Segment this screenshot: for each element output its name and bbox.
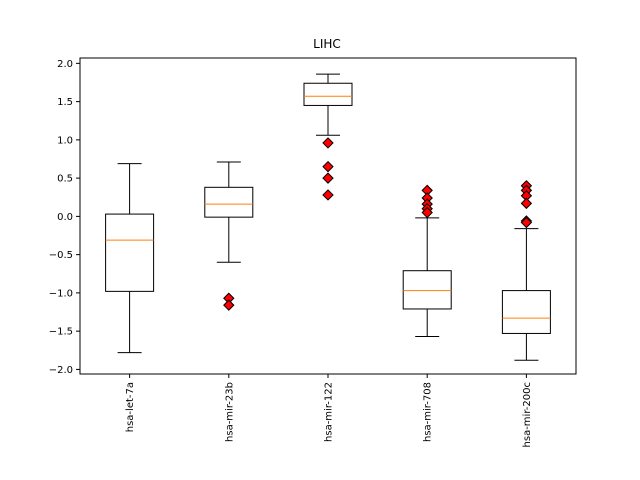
x-tick-label: hsa-mir-122	[324, 382, 335, 442]
outlier-point	[520, 197, 533, 210]
outlier-point	[322, 160, 334, 173]
x-tick-label: hsa-mir-200c	[522, 382, 533, 447]
y-tick-label: −2.0	[49, 365, 73, 376]
x-tick-label: hsa-mir-708	[423, 382, 434, 442]
y-tick-label: 1.5	[57, 97, 73, 108]
y-tick-label: 0.0	[57, 212, 73, 223]
y-tick-label: −0.5	[49, 250, 73, 261]
outlier-point	[421, 206, 433, 219]
outlier-point	[322, 137, 334, 149]
outlier-point	[322, 172, 334, 184]
box	[501, 290, 551, 334]
chart-title: LIHC	[313, 37, 341, 51]
box	[105, 213, 155, 292]
outlier-point	[322, 189, 334, 201]
box	[204, 186, 254, 218]
outlier-point	[223, 299, 235, 311]
y-tick-label: −1.0	[49, 288, 73, 299]
y-tick-label: 0.5	[57, 174, 73, 185]
box	[402, 270, 452, 310]
box	[303, 82, 353, 106]
x-tick-label: hsa-let-7a	[125, 382, 136, 432]
y-tick-label: −1.5	[49, 327, 73, 338]
y-tick-label: 2.0	[57, 59, 73, 70]
x-tick-label: hsa-mir-23b	[224, 382, 235, 442]
y-tick-label: 1.0	[57, 135, 73, 146]
plot-area: −2.0 −1.5 −1.0 −0.5 0.0 0.5 1.0 1.5 2.0 hsa-let-7…	[49, 57, 577, 447]
outlier-point	[520, 216, 533, 229]
